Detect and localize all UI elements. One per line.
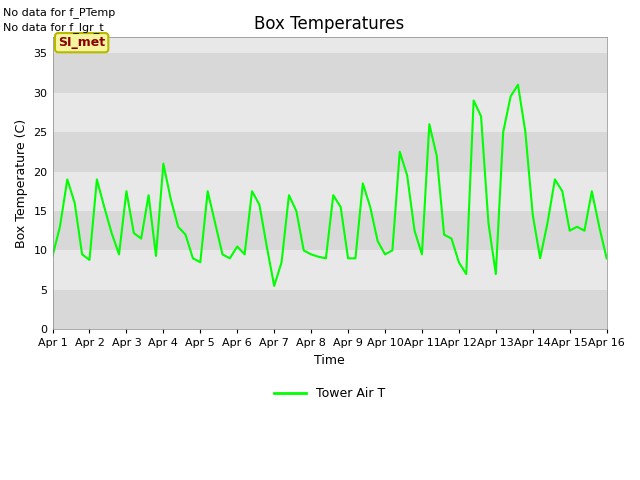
Bar (52, 171, 607, 211)
Y-axis label: Box Temperature (C): Box Temperature (C) (15, 119, 28, 248)
Text: SI_met: SI_met (58, 36, 105, 49)
Bar (52, 251, 607, 290)
Text: No data for f_lgr_t: No data for f_lgr_t (3, 22, 104, 33)
X-axis label: Time: Time (314, 354, 345, 367)
Bar (52, 53, 607, 93)
Bar (52, 290, 607, 329)
Bar (52, 132, 607, 171)
Title: Box Temperatures: Box Temperatures (255, 15, 404, 33)
Bar (52, 93, 607, 132)
Text: No data for f_PTemp: No data for f_PTemp (3, 7, 115, 18)
Bar (52, 211, 607, 251)
Legend: Tower Air T: Tower Air T (269, 382, 390, 405)
